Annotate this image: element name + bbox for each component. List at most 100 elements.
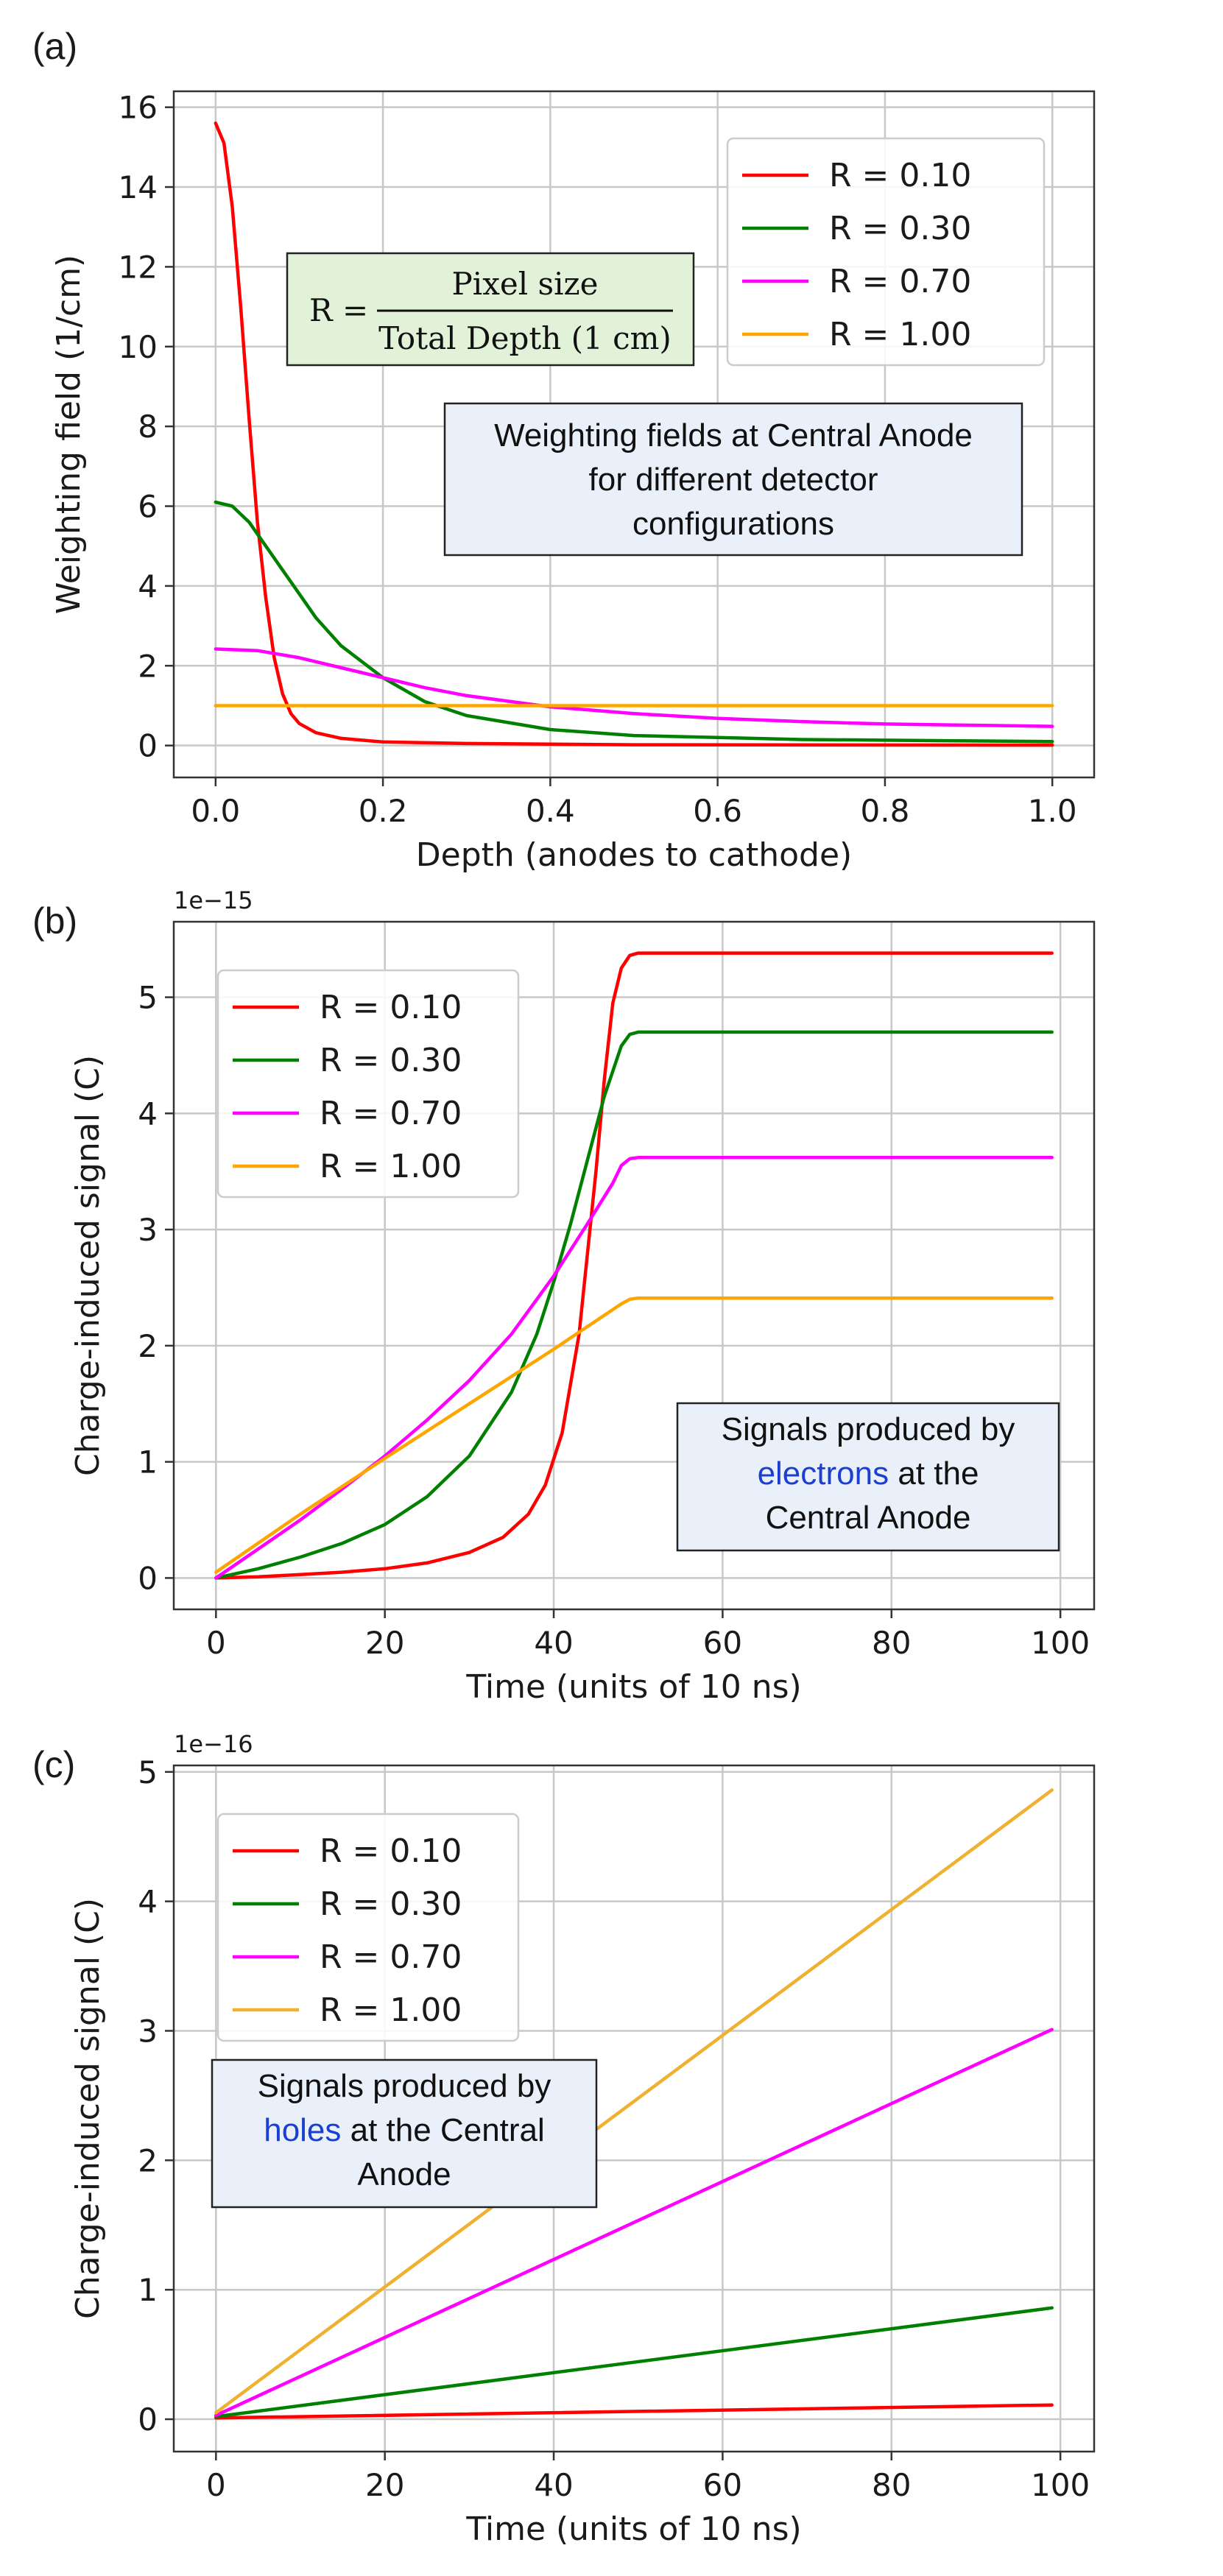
formula-lhs: R = bbox=[309, 292, 368, 328]
axis-offset-label: 1e−15 bbox=[174, 886, 253, 914]
y-tick-label: 6 bbox=[138, 489, 158, 525]
y-tick-label: 5 bbox=[138, 980, 158, 1016]
series-line-0 bbox=[214, 121, 1054, 747]
series-line-2 bbox=[214, 2028, 1054, 2418]
x-tick-label: 0.6 bbox=[693, 793, 742, 829]
y-tick-label: 8 bbox=[138, 409, 158, 445]
series-line-1 bbox=[214, 2306, 1054, 2418]
annotation-line-3: Anode bbox=[357, 2156, 451, 2192]
y-tick-label: 2 bbox=[138, 1328, 158, 1364]
series-line-2 bbox=[214, 647, 1054, 728]
plot-frame bbox=[172, 1764, 1096, 2453]
y-tick-label: 2 bbox=[138, 648, 158, 684]
annotation-line-2-rest: at the Central bbox=[341, 2112, 544, 2148]
x-tick-label: 40 bbox=[534, 2467, 573, 2503]
annotation-box: Signals produced by electrons at the Centr… bbox=[676, 1402, 1060, 1552]
y-tick-label: 14 bbox=[119, 169, 158, 205]
y-tick-label: 0 bbox=[138, 2402, 158, 2438]
x-tick-label: 0.4 bbox=[526, 793, 575, 829]
legend: R = 0.10 R = 0.30 R = 0.70 R = 1.00 bbox=[726, 137, 1046, 367]
formula-frame bbox=[286, 252, 695, 367]
x-tick-label: 80 bbox=[872, 2467, 911, 2503]
legend-label-0: R = 0.10 bbox=[320, 1832, 462, 1870]
y-tick-label: 0 bbox=[138, 1560, 158, 1596]
annotation-line-1: Weighting fields at Central Anode bbox=[494, 417, 973, 454]
y-tick-label: 3 bbox=[138, 1212, 158, 1248]
y-tick-label: 1 bbox=[138, 2272, 158, 2308]
legend-label-0: R = 0.10 bbox=[829, 157, 971, 194]
x-axis-label: Time (units of 10 ns) bbox=[465, 1668, 801, 1706]
legend: R = 0.10 R = 0.30 R = 0.70 R = 1.00 bbox=[216, 1813, 520, 2042]
legend-label-3: R = 1.00 bbox=[829, 316, 971, 353]
y-axis-label: Weighting field (1/cm) bbox=[50, 255, 88, 614]
plot-frame bbox=[172, 90, 1096, 779]
panel-b: (b) 0 20 40 60 80 100 0 1 2 3 4 5 Time (units of 10 n… bbox=[32, 886, 1096, 1706]
x-tick-label: 80 bbox=[872, 1625, 911, 1661]
legend-label-3: R = 1.00 bbox=[320, 1991, 462, 2029]
plot-frame bbox=[172, 920, 1096, 1611]
y-tick-label: 5 bbox=[138, 1754, 158, 1790]
formula-box: R = Pixel size Total Depth (1 cm) bbox=[286, 252, 695, 367]
y-tick-label: 2 bbox=[138, 2142, 158, 2178]
y-tick-label: 12 bbox=[119, 249, 158, 285]
legend-label-2: R = 0.70 bbox=[829, 263, 971, 300]
x-tick-label: 40 bbox=[534, 1625, 573, 1661]
x-tick-label: 100 bbox=[1031, 1625, 1090, 1661]
y-tick-label: 10 bbox=[119, 329, 158, 365]
annotation-box: Weighting fields at Central Anode for dif… bbox=[443, 402, 1023, 557]
y-tick-label: 4 bbox=[138, 1884, 158, 1920]
annotation-line-2-rest: at the bbox=[889, 1455, 979, 1492]
annotation-line-2: holes at the Central bbox=[264, 2112, 545, 2148]
legend-label-1: R = 0.30 bbox=[320, 1885, 462, 1923]
y-axis-label: Charge-induced signal (C) bbox=[69, 1055, 107, 1476]
series-line-1 bbox=[214, 500, 1054, 744]
x-tick-label: 0.2 bbox=[359, 793, 408, 829]
x-tick-label: 0 bbox=[206, 2467, 226, 2503]
panel-c: (c) 0 20 40 60 80 100 0 1 2 3 4 5 Time (units of 10 n… bbox=[32, 1730, 1096, 2548]
annotation-line-3: configurations bbox=[632, 506, 834, 542]
annotation-box: Signals produced by holes at the Central A… bbox=[211, 2058, 598, 2209]
annotation-line-3: Central Anode bbox=[766, 1500, 971, 1536]
x-tick-label: 60 bbox=[703, 2467, 742, 2503]
y-tick-label: 4 bbox=[138, 1095, 158, 1132]
series-line-0 bbox=[214, 951, 1054, 1580]
formula-denominator: Total Depth (1 cm) bbox=[378, 320, 672, 356]
annotation-line-2: electrons at the bbox=[758, 1455, 979, 1492]
x-tick-label: 0.8 bbox=[861, 793, 910, 829]
y-tick-label: 0 bbox=[138, 728, 158, 764]
legend-label-0: R = 0.10 bbox=[320, 989, 462, 1026]
x-tick-label: 1.0 bbox=[1028, 793, 1077, 829]
x-tick-label: 0 bbox=[206, 1625, 226, 1661]
legend-label-1: R = 0.30 bbox=[320, 1042, 462, 1079]
x-axis-label: Depth (anodes to cathode) bbox=[416, 836, 852, 874]
series-line-3 bbox=[214, 1788, 1054, 2415]
x-tick-label: 100 bbox=[1031, 2467, 1090, 2503]
annotation-highlight: holes bbox=[264, 2112, 341, 2148]
x-tick-label: 60 bbox=[703, 1625, 742, 1661]
y-tick-label: 1 bbox=[138, 1444, 158, 1481]
legend-label-2: R = 0.70 bbox=[320, 1095, 462, 1132]
axis-offset-label: 1e−16 bbox=[174, 1730, 253, 1758]
panel-a: (a) 0.0 0.2 0.4 0.6 0.8 1.0 0 2 4 6 8 10 12 14 16 Depth … bbox=[32, 26, 1096, 874]
legend-frame bbox=[216, 969, 520, 1199]
series-line-3 bbox=[214, 1296, 1054, 1574]
y-tick-label: 3 bbox=[138, 2013, 158, 2049]
annotation-line-1: Signals produced by bbox=[722, 1411, 1015, 1447]
annotation-frame bbox=[211, 2058, 598, 2209]
legend-label-2: R = 0.70 bbox=[320, 1938, 462, 1976]
legend-frame bbox=[726, 137, 1046, 367]
formula-numerator: Pixel size bbox=[452, 266, 599, 302]
x-tick-label: 20 bbox=[365, 2467, 404, 2503]
legend: R = 0.10 R = 0.30 R = 0.70 R = 1.00 bbox=[216, 969, 520, 1199]
legend-label-3: R = 1.00 bbox=[320, 1148, 462, 1185]
annotation-frame bbox=[443, 402, 1023, 557]
x-tick-label: 20 bbox=[365, 1625, 404, 1661]
annotation-frame bbox=[676, 1402, 1060, 1552]
legend-frame bbox=[216, 1813, 520, 2042]
y-tick-label: 4 bbox=[138, 568, 158, 604]
x-axis-label: Time (units of 10 ns) bbox=[465, 2510, 801, 2548]
panel-label: (b) bbox=[32, 900, 77, 942]
panel-label: (a) bbox=[32, 26, 77, 67]
y-tick-label: 16 bbox=[119, 90, 158, 126]
